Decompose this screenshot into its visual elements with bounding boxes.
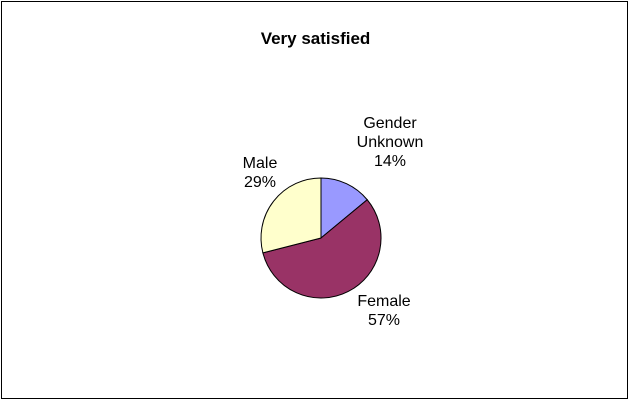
slice-label-gender-unknown: Gender Unknown 14%	[357, 115, 424, 170]
slice-label-male: Male 29%	[243, 155, 278, 191]
chart-title: Very satisfied	[260, 29, 371, 48]
pie-slice-male	[260, 177, 322, 254]
pie-slice-female	[262, 199, 382, 299]
slice-label-female: Female 57%	[357, 293, 410, 329]
pie-slice-gender-unknown	[320, 177, 368, 240]
